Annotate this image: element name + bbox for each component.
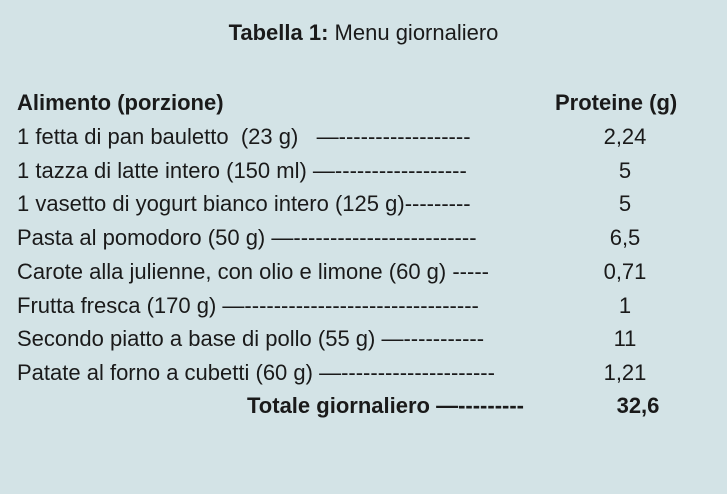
food-label: 1 fetta di pan bauletto (23 g) (17, 124, 317, 149)
table-row: Pasta al pomodoro (50 g) —--------------… (17, 225, 477, 255)
table-title: Tabella 1: Menu giornaliero (0, 20, 727, 46)
protein-value: 11 (613, 326, 637, 352)
food-label: Patate al forno a cubetti (60 g) (17, 359, 320, 385)
total-leader: —--------- (436, 393, 524, 418)
leader-dashes: —------------------ (316, 124, 471, 149)
total-value: 32,6 (616, 393, 660, 418)
protein-value: 6,5 (609, 225, 641, 251)
total-label: Totale giornaliero (247, 393, 437, 418)
leader-dashes: ----- (452, 258, 489, 284)
food-label: Secondo piatto a base di pollo (55 g) (17, 326, 382, 352)
leader-dashes: —--------------------- (319, 359, 495, 385)
header-food: Alimento (porzione) (17, 90, 224, 115)
table-row: 1 vasetto di yogurt bianco intero (125 g… (17, 191, 471, 221)
header-protein: Proteine (g) (555, 90, 678, 115)
protein-value: 2,24 (603, 124, 647, 149)
table-row: Carote alla julienne, con olio e limone … (17, 259, 489, 289)
food-label: 1 vasetto di yogurt bianco intero (125 g… (17, 191, 405, 217)
leader-dashes: —------------------ (312, 157, 467, 183)
food-label: Pasta al pomodoro (50 g) (17, 225, 272, 251)
protein-value: 5 (618, 191, 632, 217)
title-text: Menu giornaliero (328, 20, 499, 45)
protein-value: 5 (618, 157, 632, 183)
table-row: Secondo piatto a base di pollo (55 g) —-… (17, 326, 484, 356)
protein-value: 1 (618, 292, 632, 318)
protein-value: 0,71 (603, 258, 647, 284)
table-row: Patate al forno a cubetti (60 g) —------… (17, 360, 495, 390)
table-row: 1 fetta di pan bauletto (23 g) —--------… (17, 124, 471, 154)
leader-dashes: —-------------------------------- (222, 292, 479, 318)
table-row: 1 tazza di latte intero (150 ml) —------… (17, 158, 467, 188)
leader-dashes: --------- (404, 191, 471, 217)
table-row: Frutta fresca (170 g) —-----------------… (17, 293, 479, 323)
leader-dashes: —----------- (381, 326, 485, 352)
food-label: Carote alla julienne, con olio e limone … (17, 258, 453, 284)
total-row: Totale giornaliero —--------- (247, 393, 524, 423)
food-label: Frutta fresca (170 g) (17, 292, 223, 318)
title-label: Tabella 1: (228, 20, 329, 45)
protein-value: 1,21 (603, 359, 647, 385)
food-label: 1 tazza di latte intero (150 ml) (17, 157, 313, 183)
leader-dashes: —------------------------- (271, 225, 477, 251)
